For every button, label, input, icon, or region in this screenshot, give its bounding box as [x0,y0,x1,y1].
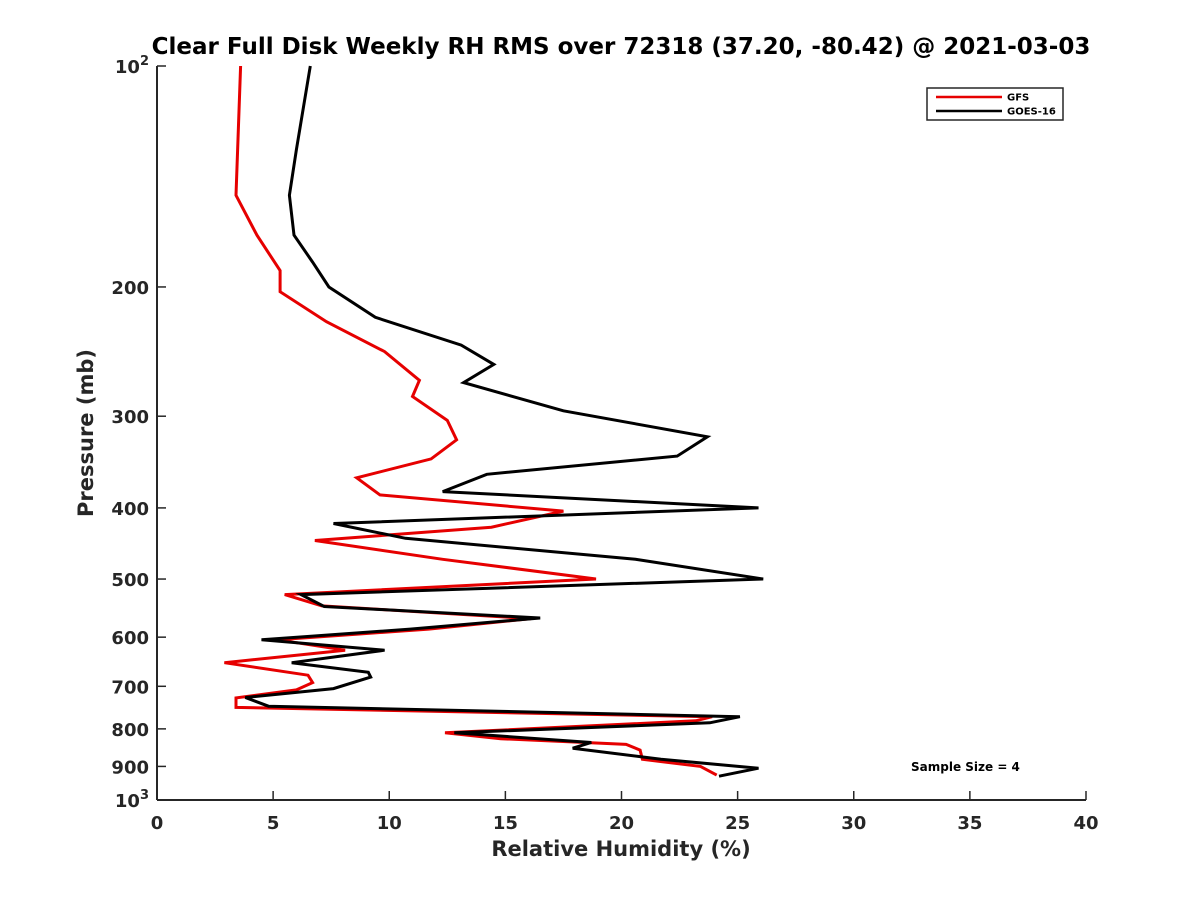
y-tick-label: 600 [111,628,149,649]
x-tick-label: 20 [609,813,634,834]
legend-label-gfs: GFS [1007,93,1029,104]
y-axis-label: Pressure (mb) [74,349,98,517]
x-axis-label: Relative Humidity (%) [491,837,750,861]
y-tick-label: 700 [111,677,149,698]
y-tick-label: 102 [115,54,149,78]
series-layer [224,65,764,778]
x-tick-label: 0 [151,813,164,834]
y-tick-label: 900 [111,757,149,778]
legend-label-goes16: GOES-16 [1007,107,1056,118]
x-tick-label: 15 [493,813,518,834]
x-tick-label: 10 [377,813,402,834]
y-tick-label: 400 [111,499,149,520]
x-tick-label: 40 [1073,813,1098,834]
series-line-gfs [224,65,718,777]
x-tick-label: 30 [841,813,866,834]
y-tick-label: 103 [115,788,149,812]
y-tick-label: 200 [111,278,149,299]
x-tick-label: 25 [725,813,750,834]
y-tick-label: 300 [111,407,149,428]
x-ticks: 0 5 10 15 20 25 30 35 40 [151,791,1099,834]
chart-title: Clear Full Disk Weekly RH RMS over 72318… [152,34,1091,60]
sample-size-annotation: Sample Size = 4 [911,760,1020,774]
x-tick-label: 5 [267,813,280,834]
legend: GFS GOES-16 [926,87,1064,121]
y-ticks: 102 200 300 400 500 600 700 800 900 103 [111,54,166,812]
legend-box [926,87,1064,121]
y-tick-label: 800 [111,720,149,741]
series-line-goes16 [244,65,764,778]
x-tick-label: 35 [957,813,982,834]
y-tick-label: 500 [111,570,149,591]
